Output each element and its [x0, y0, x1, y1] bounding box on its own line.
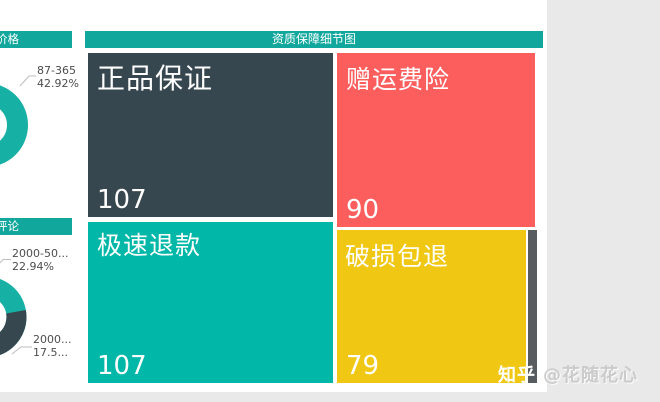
price-donut-callout: 87-365 42.92% — [37, 64, 79, 90]
treemap-cell-label: 极速退款 — [97, 231, 202, 260]
treemap-cell-small-sliver[interactable] — [528, 230, 537, 383]
zhihu-logo-watermark: 知乎 — [498, 365, 536, 386]
callout-line-comment-bottom — [11, 346, 32, 355]
comment-donut-callout-top: 2000-50... 22.94% — [12, 247, 68, 273]
page-background-right — [547, 0, 660, 402]
price-donut-segment[interactable] — [0, 85, 28, 165]
treemap-cell-zhengpinbaozheng[interactable]: 正品保证 107 — [88, 53, 333, 217]
comment-donut-callout-bottom: 2000... 17.5... — [33, 333, 71, 359]
page-background-bottom — [0, 392, 660, 402]
comment-donut-segment-teal[interactable] — [0, 279, 27, 355]
treemap-cell-value: 107 — [97, 185, 147, 215]
callout-percent: 17.5... — [33, 346, 68, 359]
treemap-cell-posunbaotui[interactable]: 破损包退 79 — [337, 230, 526, 383]
callout-line-price — [19, 75, 36, 87]
author-watermark: @花随花心 — [543, 365, 638, 386]
treemap-cell-zengyunfeixian[interactable]: 赠运费险 90 — [337, 53, 535, 227]
treemap-cell-label: 正品保证 — [97, 62, 214, 95]
treemap-cell-label: 破损包退 — [345, 242, 450, 271]
callout-range: 2000-50... — [12, 247, 69, 260]
callout-percent: 22.94% — [12, 260, 54, 273]
callout-range: 87-365 — [37, 64, 76, 77]
callout-line-comment-top — [0, 259, 11, 264]
treemap-cell-value: 79 — [346, 351, 380, 381]
treemap-panel-title: 资质保障细节图 — [85, 31, 543, 48]
treemap-cell-label: 赠运费险 — [346, 65, 451, 94]
callout-percent: 42.92% — [37, 77, 79, 90]
comment-donut-segment-dark[interactable] — [0, 309, 27, 355]
comment-panel-title: 评论 — [0, 218, 72, 235]
treemap-cell-value: 107 — [97, 351, 147, 381]
treemap-cell-value: 90 — [346, 195, 380, 225]
treemap-cell-jisutuikuan[interactable]: 极速退款 107 — [88, 222, 333, 383]
price-panel-title: 价格 — [0, 31, 72, 48]
callout-range: 2000... — [33, 333, 72, 346]
